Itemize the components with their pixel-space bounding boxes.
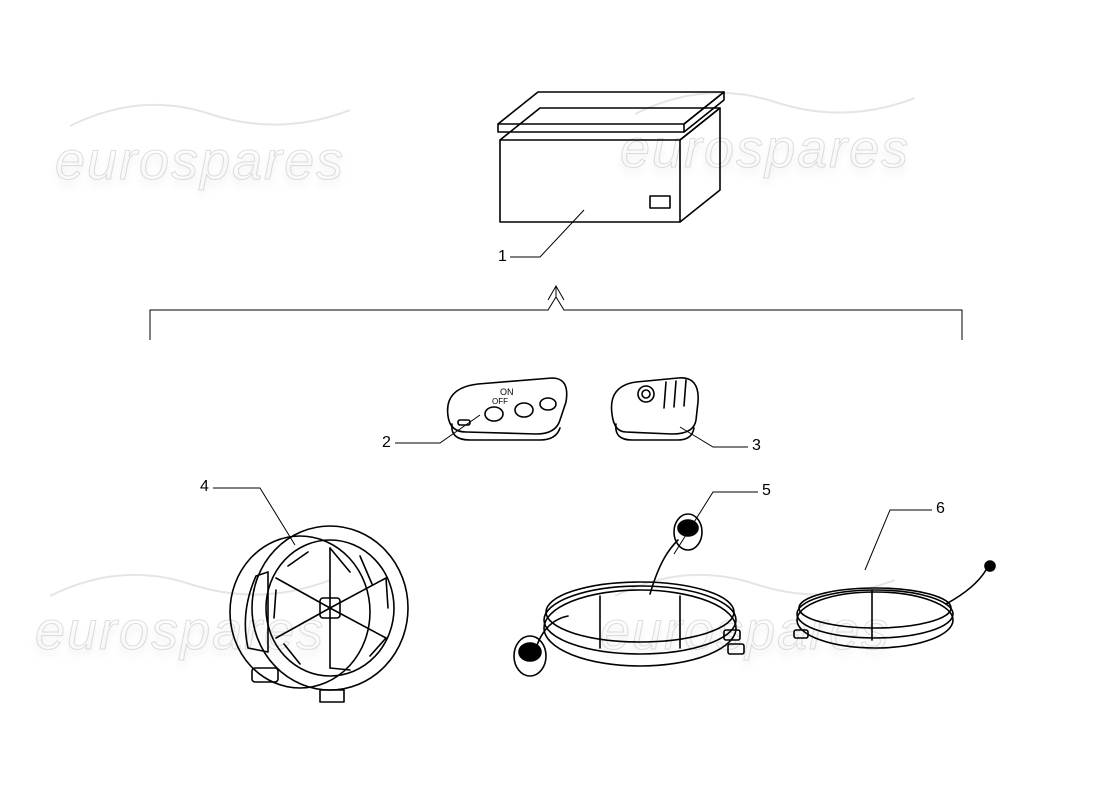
component-harness [514, 514, 744, 676]
callout-label-2: 2 [382, 434, 391, 452]
callout-label-5: 5 [762, 482, 771, 500]
callout-label-1: 1 [498, 248, 507, 266]
callout-label-4: 4 [200, 478, 209, 496]
callout-label-3: 3 [752, 437, 761, 455]
component-remote: ON OFF [448, 378, 567, 440]
exploded-drawing: ON OFF [0, 0, 1100, 800]
component-box [498, 92, 724, 222]
component-receiver [612, 378, 699, 440]
callout-label-6: 6 [936, 500, 945, 518]
diagram-stage: eurospares eurospares eurospares eurospa… [0, 0, 1100, 800]
svg-text:ON: ON [500, 387, 514, 397]
component-aux-cable [794, 561, 995, 648]
svg-text:OFF: OFF [492, 397, 508, 406]
component-siren [230, 526, 408, 702]
